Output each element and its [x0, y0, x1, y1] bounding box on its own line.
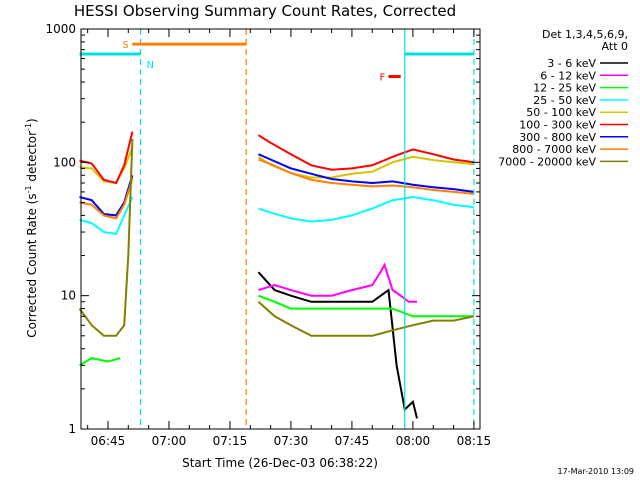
legend-label-3-6-kev: 3 - 6 keV — [547, 57, 596, 70]
y-axis-label-sup1: -1 — [24, 185, 33, 193]
y-axis-label-main: Corrected Count Rate (s — [25, 193, 39, 337]
legend-header-attenuator: Att 0 — [602, 40, 628, 53]
chart-title: HESSI Observing Summary Count Rates, Cor… — [74, 2, 456, 20]
x-tick-label: 07:00 — [152, 434, 187, 448]
series-line-800-7000-kev-0 — [79, 178, 134, 220]
series-line-25-50-kev-1 — [258, 195, 475, 223]
legend-label-100-300-kev: 100 - 300 keV — [519, 119, 596, 132]
marker-label-f: F — [380, 73, 386, 84]
y-tick-label: 1000 — [45, 22, 76, 36]
y-tick-label: 10 — [61, 289, 76, 303]
axes: 1 10 100 1000 06:45 07:00 07:15 07:30 07:45 08:00… — [45, 22, 491, 448]
x-tick-label: 08:15 — [457, 434, 492, 448]
x-tick-label: 07:15 — [213, 434, 248, 448]
x-axis-label: Start Time (26-Dec-03 06:38:22) — [182, 456, 378, 470]
x-tick-label: 07:45 — [335, 434, 370, 448]
legend-label-50-100-kev: 50 - 100 keV — [526, 106, 596, 119]
marker-label-s: S — [122, 40, 128, 51]
legend-label-12-25-kev: 12 - 25 keV — [533, 82, 596, 95]
series-line-100-300-kev-0 — [79, 131, 134, 185]
series-line-300-800-kev-1 — [258, 153, 475, 193]
series-line-12-25-kev-0 — [78, 357, 121, 367]
plot-frame — [80, 28, 481, 430]
series-line-3-6-kev-0 — [257, 271, 418, 419]
legend-label-25-50-kev: 25 - 50 keV — [533, 94, 596, 107]
y-axis-label-sup2: -1 — [24, 123, 33, 131]
series-line-7000-20000-kev-0 — [78, 138, 134, 337]
footer-timestamp: 17-Mar-2010 13:09 — [558, 467, 635, 476]
series-line-7000-20000-kev-1 — [257, 301, 475, 337]
y-axis-label-end: ) — [25, 118, 39, 123]
series-line-6-12-kev-0 — [258, 262, 417, 303]
y-axis-label-mid: detector — [25, 131, 39, 186]
x-tick-label: 06:45 — [91, 434, 126, 448]
y-tick-label: 1 — [68, 422, 76, 436]
y-tick-label: 100 — [53, 155, 76, 169]
x-tick-label: 07:30 — [274, 434, 309, 448]
legend-label-300-800-kev: 300 - 800 keV — [519, 131, 596, 144]
legend-label-6-12-kev: 6 - 12 keV — [540, 69, 596, 82]
plot-data-layer — [78, 131, 475, 419]
series-line-800-7000-kev-1 — [258, 158, 474, 195]
series-line-12-25-kev-1 — [258, 294, 474, 318]
y-axis-label: Corrected Count Rate (s-1 detector-1) — [24, 118, 39, 337]
marker-label-n: N — [146, 60, 153, 71]
series-line-100-300-kev-1 — [257, 134, 475, 171]
series-line-25-50-kev-0 — [79, 196, 134, 236]
legend-label-800-7000-kev: 800 - 7000 keV — [512, 143, 596, 156]
x-tick-label: 08:00 — [396, 434, 431, 448]
observation-markers: S N F — [79, 29, 475, 429]
legend-header-detectors: Det 1,3,4,5,6,9, — [542, 28, 628, 41]
legend-label-7000-20000-kev: 7000 - 20000 keV — [498, 155, 596, 168]
